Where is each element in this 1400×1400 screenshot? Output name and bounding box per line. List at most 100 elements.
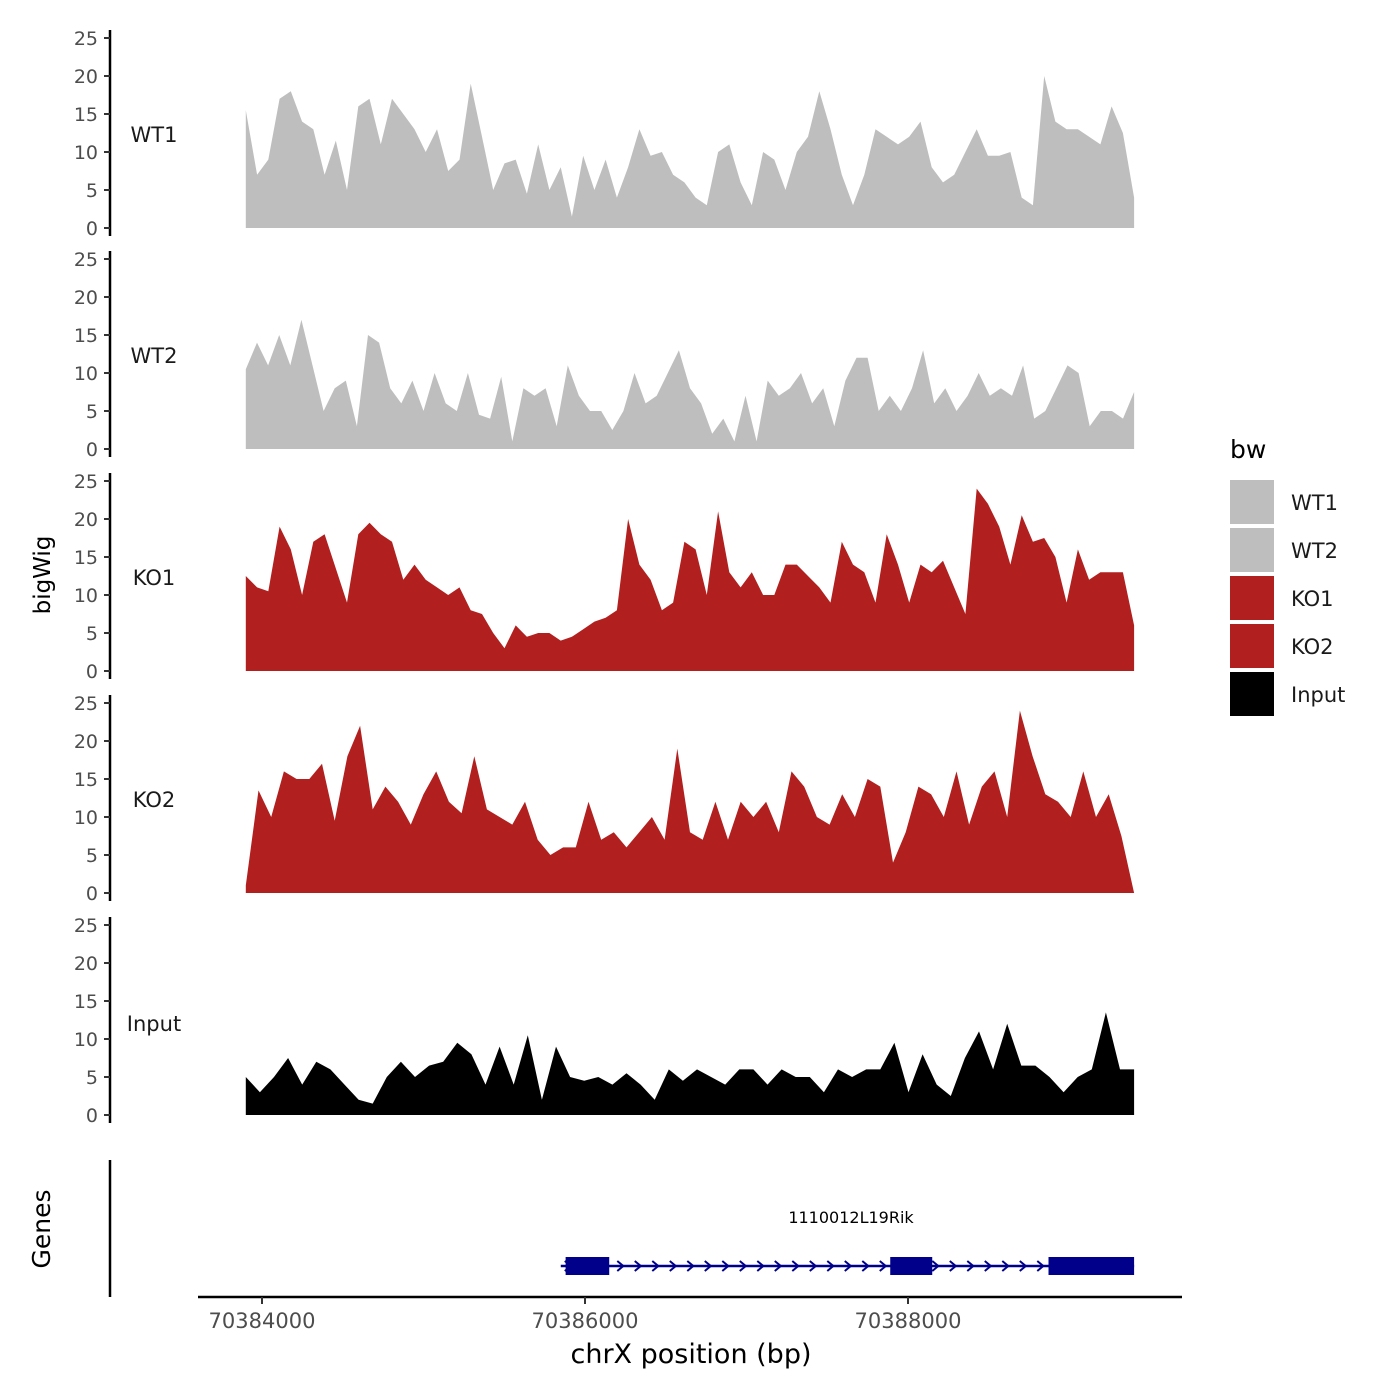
y-tick-label: 0: [86, 439, 98, 461]
strand-arrow: [949, 1260, 958, 1272]
strand-arrow: [791, 1260, 800, 1272]
legend-swatch: [1230, 672, 1274, 716]
legend-entry-ko1: KO1: [1230, 576, 1334, 620]
y-tick-label: 25: [74, 693, 98, 715]
y-tick-label: 25: [74, 28, 98, 50]
strand-arrow: [616, 1260, 625, 1272]
track-wt2: 0 5 10 15 20 25 WT2: [74, 249, 1135, 461]
strand-arrow: [809, 1260, 818, 1272]
y-tick-label: 20: [74, 731, 98, 753]
track-ko2: 0 5 10 15 20 25 KO2: [74, 693, 1135, 905]
x-axis: 70384000 70386000 70388000: [198, 1295, 1182, 1333]
legend-entries: WT1 WT2 KO1 KO2 Input: [1230, 480, 1345, 716]
y-tick-label: 15: [74, 769, 98, 791]
strand-arrow: [756, 1260, 765, 1272]
y-tick-label: 10: [74, 142, 98, 164]
strand-arrow: [739, 1260, 748, 1272]
legend-label: WT2: [1291, 539, 1338, 563]
strand-arrow: [669, 1260, 678, 1272]
y-tick-label: 25: [74, 471, 98, 493]
strand-arrow: [879, 1260, 888, 1272]
strand-arrow: [861, 1260, 870, 1272]
legend-swatch: [1230, 480, 1274, 524]
y-tick-label: 5: [86, 401, 98, 423]
track-input: 0 5 10 15 20 25 Input: [74, 915, 1135, 1127]
strand-arrow: [826, 1260, 835, 1272]
y-tick-label: 20: [74, 953, 98, 975]
strand-arrow: [844, 1260, 853, 1272]
signal-tracks: 0510152025WT10510152025WT20510152025KO10…: [74, 28, 1135, 1127]
signal-area-wt1: [245, 76, 1135, 228]
legend-label: Input: [1291, 683, 1345, 707]
y-tick-label: 10: [74, 807, 98, 829]
y-tick-label: 20: [74, 287, 98, 309]
legend-swatch: [1230, 576, 1274, 620]
x-axis-title: chrX position (bp): [570, 1339, 811, 1370]
legend-entry-wt1: WT1: [1230, 480, 1338, 524]
track-label: WT2: [131, 344, 178, 368]
y-tick-label: 15: [74, 104, 98, 126]
strand-arrow: [984, 1260, 993, 1272]
legend-swatch: [1230, 528, 1274, 572]
exon: [890, 1257, 933, 1275]
legend-title: bw: [1230, 435, 1266, 464]
y-tick-label: 0: [86, 661, 98, 683]
y-axis-title: bigWig: [30, 536, 56, 615]
track-label: KO2: [133, 788, 176, 812]
gene-panel: 1110012L19Rik: [108, 1160, 1135, 1297]
exon: [1048, 1257, 1135, 1275]
y-tick-label: 20: [74, 509, 98, 531]
track-label: Input: [127, 1012, 181, 1036]
y-tick-label: 25: [74, 915, 98, 937]
y-tick-label: 15: [74, 547, 98, 569]
y-tick-label: 10: [74, 363, 98, 385]
strand-arrow: [686, 1260, 695, 1272]
gene-name-label: 1110012L19Rik: [788, 1208, 914, 1227]
strand-arrow: [721, 1260, 730, 1272]
strand-arrow: [634, 1260, 643, 1272]
legend-entry-wt2: WT2: [1230, 528, 1338, 572]
strand-arrow: [931, 1260, 940, 1272]
x-tick-label: 70386000: [532, 1309, 639, 1333]
legend-label: KO1: [1291, 587, 1334, 611]
y-tick-label: 5: [86, 845, 98, 867]
strand-arrow: [1019, 1260, 1028, 1272]
signal-area-wt2: [245, 319, 1135, 449]
y-tick-label: 5: [86, 1067, 98, 1089]
signal-area-ko2: [245, 710, 1135, 893]
y-tick-label: 25: [74, 249, 98, 271]
strand-arrow: [774, 1260, 783, 1272]
y-tick-label: 15: [74, 991, 98, 1013]
y-tick-label: 10: [74, 1029, 98, 1051]
x-tick-label: 70388000: [855, 1309, 962, 1333]
legend-label: WT1: [1291, 491, 1338, 515]
y-tick-label: 0: [86, 218, 98, 240]
strand-arrow: [966, 1260, 975, 1272]
y-tick-label: 20: [74, 66, 98, 88]
signal-area-ko1: [245, 488, 1135, 671]
genes-axis-title: Genes: [27, 1189, 56, 1268]
strand-arrow: [651, 1260, 660, 1272]
exon: [565, 1257, 610, 1275]
y-tick-label: 0: [86, 883, 98, 905]
y-tick-label: 5: [86, 180, 98, 202]
legend-label: KO2: [1291, 635, 1334, 659]
track-wt1: 0 5 10 15 20 25 WT1: [74, 28, 1135, 240]
signal-area-input: [245, 1012, 1135, 1115]
strand-arrow: [1036, 1260, 1045, 1272]
y-tick-label: 5: [86, 623, 98, 645]
track-label: WT1: [131, 123, 178, 147]
track-ko1: 0 5 10 15 20 25 KO1: [74, 471, 1135, 683]
y-tick-label: 15: [74, 325, 98, 347]
track-label: KO1: [133, 566, 176, 590]
y-tick-label: 10: [74, 585, 98, 607]
legend-swatch: [1230, 624, 1274, 668]
y-tick-label: 0: [86, 1105, 98, 1127]
gene-1110012L19Rik: 1110012L19Rik: [560, 1208, 1135, 1275]
strand-arrow: [704, 1260, 713, 1272]
legend-entry-input: Input: [1230, 672, 1345, 716]
legend: bw WT1 WT2 KO1 KO2 Input: [1230, 435, 1345, 716]
x-tick-label: 70384000: [209, 1309, 316, 1333]
legend-entry-ko2: KO2: [1230, 624, 1334, 668]
